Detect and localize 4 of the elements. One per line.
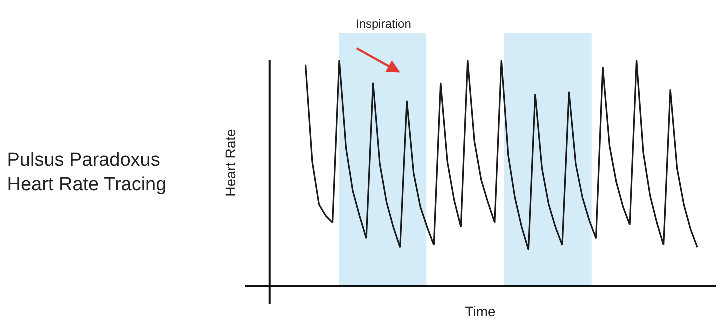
y-axis-title: Heart Rate xyxy=(222,128,239,197)
x-axis-title: Time xyxy=(465,303,496,320)
text: Inspiration xyxy=(356,17,412,31)
text: Pulsus Paradoxus Heart Rate Tracing xyxy=(7,150,167,196)
